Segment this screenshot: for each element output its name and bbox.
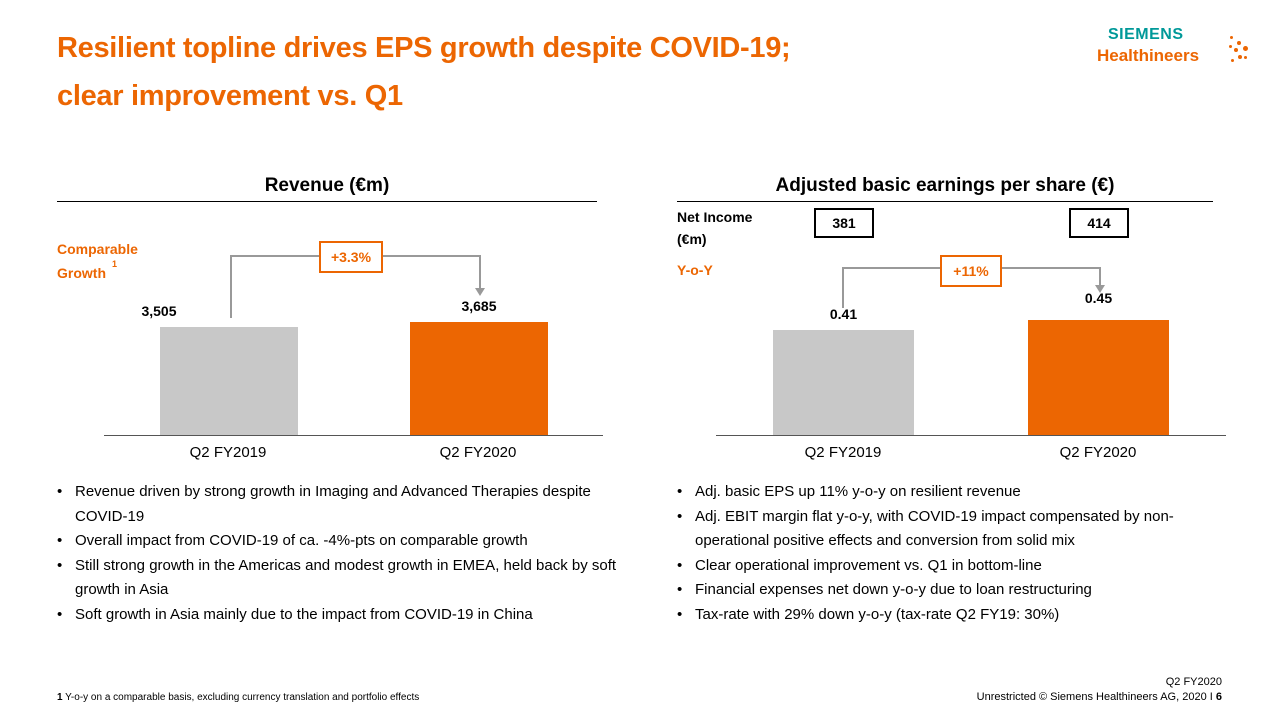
data-label: 3,685	[461, 297, 497, 314]
data-label: 0.45	[1084, 289, 1113, 306]
logo-dot	[1231, 59, 1234, 62]
logo-healthineers: Healthineers	[1097, 46, 1200, 65]
logo-dot	[1244, 56, 1247, 59]
x-tick-label: Q2 FY2019	[189, 444, 267, 461]
bullet-item: Soft growth in Asia mainly due to the im…	[57, 603, 627, 628]
x-axis	[716, 435, 1226, 436]
net-income-label-line: (€m)	[677, 231, 707, 247]
logo-dot	[1238, 55, 1242, 59]
bullet-item: Adj. EBIT margin flat y-o-y, with COVID-…	[677, 505, 1237, 554]
copyright-text: Unrestricted © Siemens Healthineers AG, …	[976, 691, 1213, 703]
bar-q2-fy2019	[773, 330, 914, 435]
page-number: 6	[1215, 691, 1222, 703]
bar-q2-fy2020	[410, 321, 548, 435]
growth-label: Y-o-Y	[677, 262, 713, 278]
bullet-item: Still strong growth in the Americas and …	[57, 554, 627, 603]
bullet-item: Financial expenses net down y-o-y due to…	[677, 578, 1237, 603]
growth-label: Comparable Growth	[57, 237, 157, 285]
bullets-left: Revenue driven by strong growth in Imagi…	[57, 480, 627, 627]
title-rule	[57, 201, 597, 202]
data-label: 0.41	[829, 306, 858, 323]
title-line-1: Resilient topline drives EPS growth desp…	[57, 32, 791, 64]
footnote-number: 1	[57, 692, 63, 703]
footnote-text: Y-o-y on a comparable basis, excluding c…	[65, 692, 420, 703]
net-income-value: 381	[814, 208, 874, 238]
bullets-right: Adj. basic EPS up 11% y-o-y on resilient…	[677, 480, 1237, 627]
growth-value-box: +11%	[940, 255, 1002, 287]
footer-copyright: Unrestricted © Siemens Healthineers AG, …	[977, 691, 1222, 703]
bar-q2-fy2020	[1028, 319, 1169, 435]
logo-siemens: SIEMENS	[1108, 26, 1184, 43]
x-tick-label: Q2 FY2019	[804, 444, 882, 461]
logo-dot	[1243, 46, 1248, 51]
net-income-label: Net Income (€m)	[677, 206, 752, 250]
x-tick-label: Q2 FY2020	[1059, 444, 1137, 461]
logo-dot	[1237, 41, 1241, 45]
footnote: 1 Y-o-y on a comparable basis, excluding…	[57, 692, 419, 703]
bar-q2-fy2019	[160, 327, 298, 435]
growth-value-box: +3.3%	[319, 241, 383, 273]
logo-dot	[1234, 48, 1238, 52]
bullet-item: Overall impact from COVID-19 of ca. -4%-…	[57, 529, 627, 554]
bullet-item: Adj. basic EPS up 11% y-o-y on resilient…	[677, 480, 1237, 505]
title-line-2: clear improvement vs. Q1	[57, 80, 403, 112]
bullet-item: Clear operational improvement vs. Q1 in …	[677, 554, 1237, 579]
page-title: Resilient topline drives EPS growth desp…	[57, 24, 791, 120]
chart-title: Adjusted basic earnings per share (€)	[775, 175, 1115, 196]
bullet-item: Revenue driven by strong growth in Imagi…	[57, 480, 627, 529]
bullet-item: Tax-rate with 29% down y-o-y (tax-rate Q…	[677, 603, 1237, 628]
growth-label-text: Comparable Growth	[57, 241, 138, 281]
footer-period: Q2 FY2020	[1165, 676, 1222, 688]
x-axis	[104, 435, 603, 436]
x-tick-label: Q2 FY2020	[439, 444, 517, 461]
footnote-ref: 1	[112, 259, 118, 269]
logo-dot	[1230, 36, 1233, 39]
logo-dot	[1229, 45, 1232, 48]
net-income-label-line: Net Income	[677, 209, 753, 225]
title-rule	[677, 201, 1213, 202]
net-income-value: 414	[1069, 208, 1129, 238]
chart-title: Revenue (€m)	[264, 175, 390, 196]
data-label: 3,505	[141, 303, 177, 320]
